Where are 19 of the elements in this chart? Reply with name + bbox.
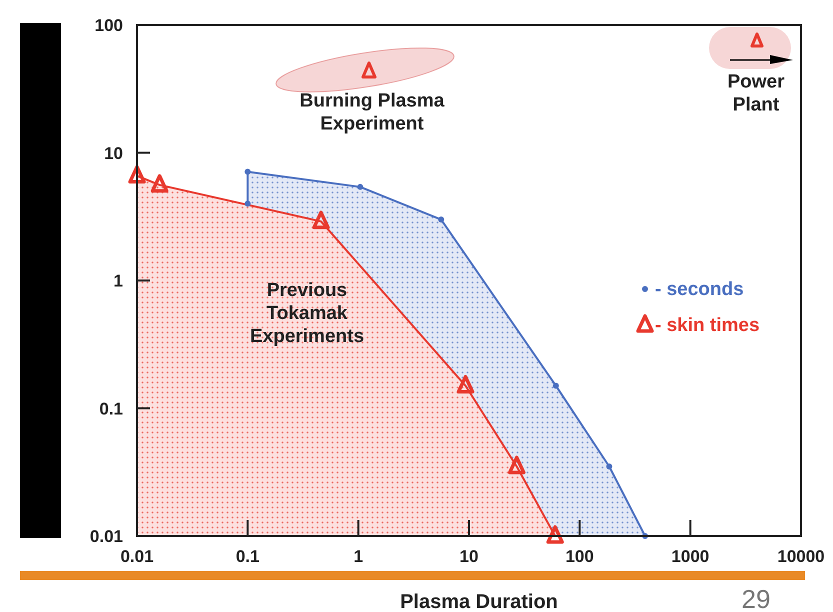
x-tick-label: 1 xyxy=(354,547,364,566)
x-tick-label: 0.01 xyxy=(120,547,154,566)
y-tick-label: 0.01 xyxy=(90,527,123,546)
text: 29 xyxy=(742,584,770,612)
y-tick-label: 10 xyxy=(104,144,123,163)
x-tick-label: 10000 xyxy=(777,547,825,566)
legend-label: - skin times xyxy=(655,315,760,336)
x-tick-label: 100 xyxy=(565,547,594,566)
x-axis-title: Plasma Duration xyxy=(400,591,558,612)
legend-label: - seconds xyxy=(655,279,744,300)
y-tick-label: 100 xyxy=(94,16,123,35)
annotation: Previous Tokamak Experiments xyxy=(250,280,364,347)
annotation: Burning Plasma Experiment xyxy=(300,90,445,134)
y-tick-label: 1 xyxy=(114,272,123,290)
x-tick-label: 1000 xyxy=(671,547,710,566)
x-tick-label: 0.1 xyxy=(236,547,260,566)
y-tick-label: 0.1 xyxy=(99,399,123,418)
x-tick-label: 10 xyxy=(460,547,478,566)
annotation: Power Plant xyxy=(727,72,786,116)
